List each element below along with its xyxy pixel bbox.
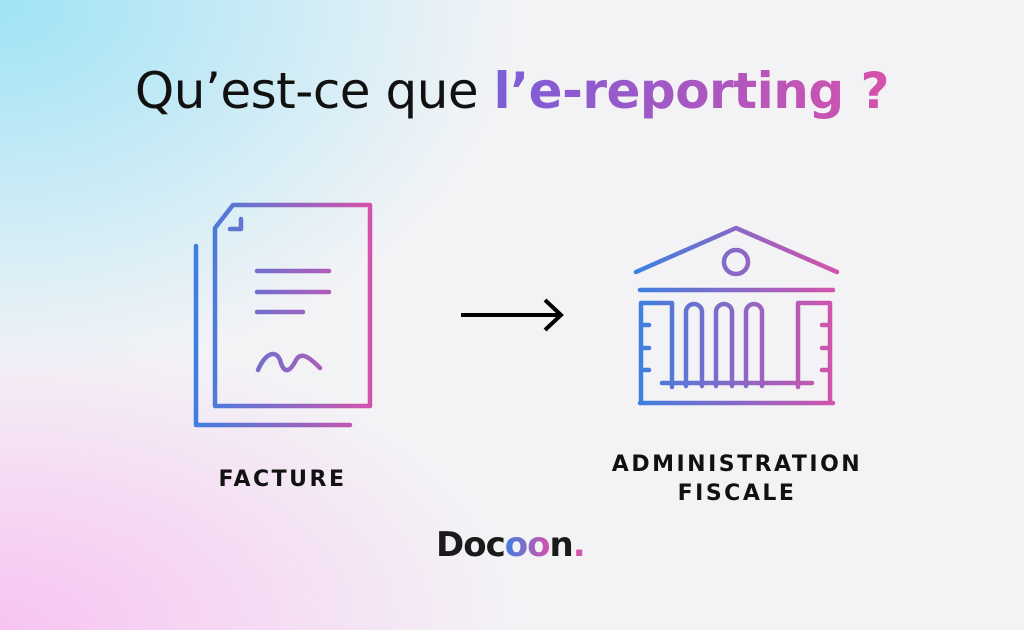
title-plain: Qu’est-ce que bbox=[134, 62, 494, 120]
page-title: Qu’est-ce que l’e-reporting ? bbox=[0, 62, 1024, 120]
target-label-line2: FISCALE bbox=[677, 481, 797, 506]
logo-dot: . bbox=[572, 525, 586, 565]
target-label: ADMINISTRATION FISCALE bbox=[590, 450, 884, 508]
target-label-line1: ADMINISTRATION bbox=[611, 452, 863, 477]
government-building-icon bbox=[633, 225, 840, 406]
title-highlight: l’e-reporting ? bbox=[493, 62, 890, 120]
invoice-document-icon bbox=[193, 202, 373, 428]
docoon-logo: Docoon. bbox=[436, 525, 586, 565]
logo-prefix: Doc bbox=[436, 525, 506, 565]
logo-suffix: n bbox=[549, 525, 573, 565]
logo-mark: oo bbox=[504, 525, 551, 565]
source-label: FACTURE bbox=[218, 467, 347, 492]
arrow-right-icon bbox=[461, 298, 564, 332]
